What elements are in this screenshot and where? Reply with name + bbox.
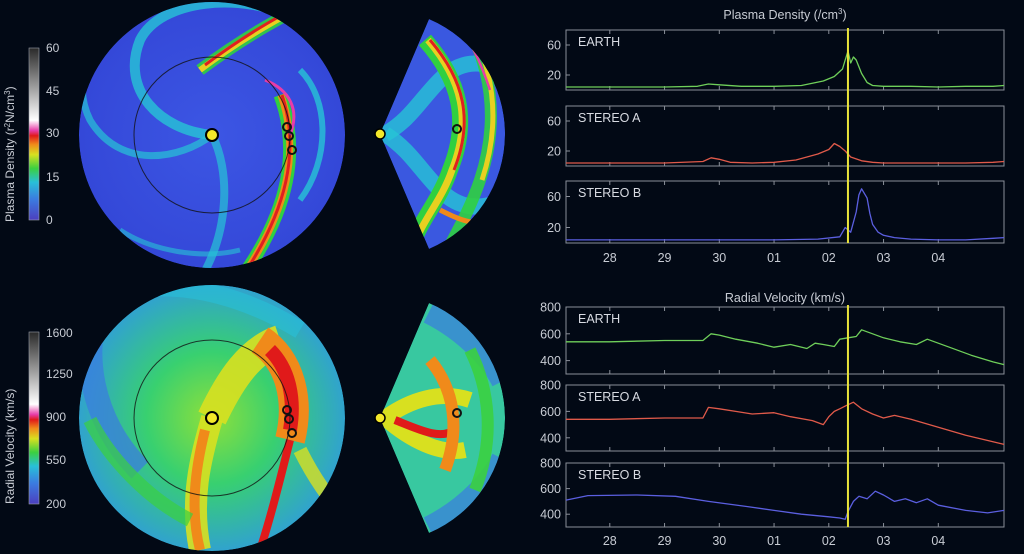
sun-marker-meridional-velocity bbox=[374, 412, 386, 424]
velocity-meridional-plane bbox=[374, 303, 506, 533]
panel-label: STEREO A bbox=[578, 390, 641, 404]
earth-marker-meridional bbox=[452, 124, 462, 134]
earth-marker bbox=[284, 131, 294, 141]
velocity-tick-900: 900 bbox=[46, 410, 66, 424]
density-tick-60: 60 bbox=[46, 41, 60, 55]
sun-marker-velocity bbox=[205, 411, 219, 425]
panel-label: STEREO B bbox=[578, 186, 641, 200]
velocity-ecliptic-plane bbox=[79, 285, 345, 551]
density-ecliptic-plane bbox=[79, 2, 345, 268]
density-meridional-plane bbox=[374, 19, 506, 249]
x-tick-label: 30 bbox=[712, 251, 726, 265]
panel-label: EARTH bbox=[578, 312, 620, 326]
velocity-colorbar-gradient bbox=[28, 331, 40, 505]
panel-label: STEREO A bbox=[578, 111, 641, 125]
velocity-colorbar-label: Radial Velocity (km/s) bbox=[3, 389, 17, 504]
velocity-chart: Radial Velocity (km/s) 400 600 800 EARTH 400 6… bbox=[540, 291, 1005, 548]
x-tick-label: 01 bbox=[767, 534, 781, 548]
x-tick-label: 30 bbox=[712, 534, 726, 548]
x-tick-label: 29 bbox=[658, 251, 672, 265]
velocity-chart-title: Radial Velocity (km/s) bbox=[725, 291, 845, 305]
x-tick-label: 04 bbox=[931, 251, 945, 265]
y-tick-label: 600 bbox=[540, 405, 561, 419]
series-line-stereo-b bbox=[565, 490, 1005, 520]
density-chart-title: Plasma Density (/cm3) bbox=[723, 7, 846, 22]
series-line-stereo-a bbox=[566, 401, 1005, 446]
density-tick-0: 0 bbox=[46, 213, 53, 227]
x-tick-label: 03 bbox=[877, 251, 891, 265]
x-tick-label: 28 bbox=[603, 251, 617, 265]
panel-frame bbox=[565, 180, 1005, 244]
x-tick-label: 28 bbox=[603, 534, 617, 548]
stereo-b-marker-velocity bbox=[287, 428, 297, 438]
density-tick-30: 30 bbox=[46, 126, 60, 140]
density-panel-earth: 20 60 EARTH bbox=[547, 29, 1005, 91]
series-line-stereo-b bbox=[566, 188, 1005, 241]
x-tick-label: 02 bbox=[822, 534, 836, 548]
series-line-stereo-a bbox=[566, 142, 1005, 164]
y-tick-label: 20 bbox=[547, 221, 561, 235]
panel-frame bbox=[565, 105, 1005, 167]
y-tick-label: 60 bbox=[547, 190, 561, 204]
velocity-tick-550: 550 bbox=[46, 453, 66, 467]
velocity-tick-200: 200 bbox=[46, 497, 66, 511]
sun-marker-meridional bbox=[374, 128, 386, 140]
series-line-earth bbox=[566, 329, 1005, 366]
y-tick-label: 60 bbox=[547, 115, 561, 129]
density-colorbar-gradient bbox=[28, 47, 40, 221]
velocity-panel-earth: 400 600 800 EARTH bbox=[540, 301, 1005, 375]
stereo-b-marker bbox=[287, 145, 297, 155]
panel-label: STEREO B bbox=[578, 468, 641, 482]
sun-marker bbox=[205, 128, 219, 142]
velocity-tick-1600: 1600 bbox=[46, 326, 73, 340]
y-tick-label: 800 bbox=[540, 379, 561, 393]
velocity-colorbar: Radial Velocity (km/s) 1600 1250 900 550… bbox=[3, 326, 73, 511]
y-tick-label: 600 bbox=[540, 327, 561, 341]
earth-marker-meridional-velocity bbox=[452, 408, 462, 418]
earth-orbit-circle-velocity bbox=[133, 339, 291, 497]
earth-orbit-circle bbox=[133, 56, 291, 214]
earth-marker-velocity bbox=[284, 414, 294, 424]
y-tick-label: 600 bbox=[540, 482, 561, 496]
velocity-panel-stereo-a: 400 600 800 STEREO A bbox=[540, 379, 1005, 452]
y-tick-label: 400 bbox=[540, 431, 561, 445]
stereo-a-marker-velocity bbox=[282, 405, 292, 415]
stereo-a-marker bbox=[282, 122, 292, 132]
panel-label: EARTH bbox=[578, 35, 620, 49]
series-line-earth bbox=[566, 50, 1005, 88]
y-tick-label: 20 bbox=[547, 145, 561, 159]
density-tick-45: 45 bbox=[46, 84, 60, 98]
panel-frame bbox=[565, 29, 1005, 91]
x-tick-label: 03 bbox=[877, 534, 891, 548]
density-panel-stereo-b: 20 60 STEREO B bbox=[547, 180, 1005, 244]
time-series-charts: Plasma Density (/cm3) 20 60 EARTH 20 60 STEREO… bbox=[540, 7, 1005, 548]
y-tick-label: 60 bbox=[547, 39, 561, 53]
density-tick-15: 15 bbox=[46, 170, 60, 184]
y-tick-label: 800 bbox=[540, 457, 561, 471]
velocity-panel-stereo-b: 400 600 800 STEREO B bbox=[540, 457, 1005, 528]
x-tick-label: 29 bbox=[658, 534, 672, 548]
density-panel-stereo-a: 20 60 STEREO A bbox=[547, 105, 1005, 167]
density-chart: Plasma Density (/cm3) 20 60 EARTH 20 60 STEREO… bbox=[547, 7, 1005, 265]
panel-frame bbox=[565, 306, 1005, 375]
density-colorbar: Plasma Density (r2N/cm3) 60 45 30 15 0 bbox=[3, 41, 60, 227]
x-tick-label: 02 bbox=[822, 251, 836, 265]
velocity-tick-1250: 1250 bbox=[46, 367, 73, 381]
y-tick-label: 20 bbox=[547, 69, 561, 83]
y-tick-label: 800 bbox=[540, 301, 561, 315]
y-tick-label: 400 bbox=[540, 508, 561, 522]
y-tick-label: 400 bbox=[540, 354, 561, 368]
density-colorbar-label: Plasma Density (r2N/cm3) bbox=[3, 86, 17, 222]
x-tick-label: 04 bbox=[931, 534, 945, 548]
x-tick-label: 01 bbox=[767, 251, 781, 265]
